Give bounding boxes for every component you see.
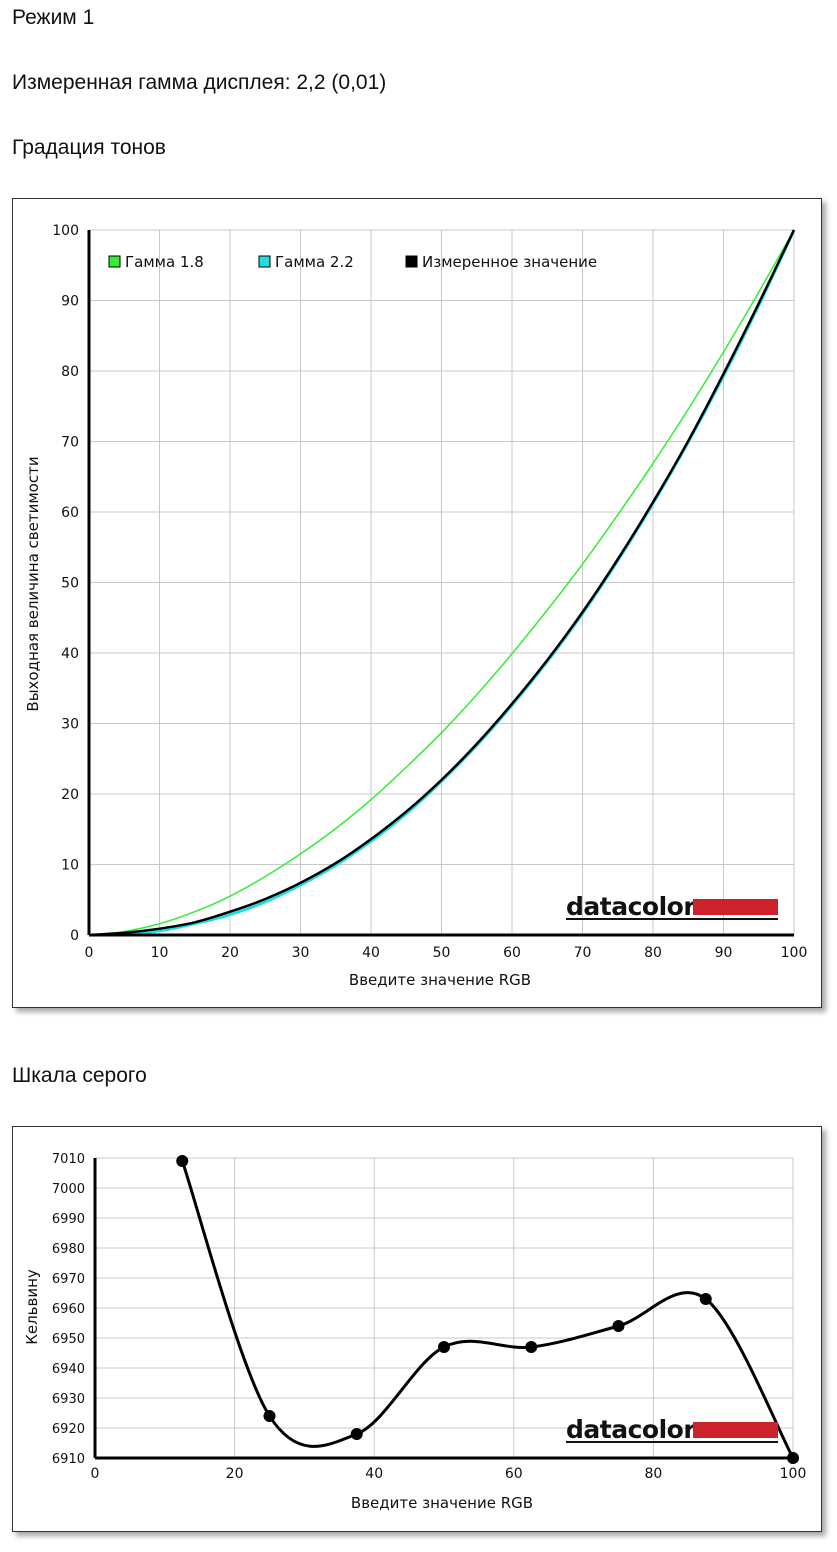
legend-label: Гамма 1.8 [125,253,204,271]
logo-red-bar [693,899,778,915]
y-tick-label: 6980 [52,1242,85,1257]
data-point [350,1428,363,1440]
y-tick-label: 6910 [52,1452,85,1467]
data-point [438,1341,450,1353]
x-tick-label: 80 [644,1466,662,1482]
y-tick-label: 20 [61,787,79,803]
y-tick-label: 6970 [52,1272,85,1287]
x-tick-label: 100 [780,1466,807,1482]
logo-text: datacolor [566,892,696,921]
legend-swatch [108,255,121,268]
x-axis-label: Введите значение RGB [351,1494,533,1512]
data-point [699,1293,712,1305]
x-tick-label: 40 [362,945,380,961]
series-measured [88,229,796,937]
tone-response-chart: 0 10 20 30 40 50 60 70 80 90 100 0 10 20 30 40 50 60 70 80 9… [24,223,807,989]
series-gamma-1-8 [88,229,795,936]
x-tick-label: 70 [574,945,592,961]
y-tick-label: 80 [61,364,79,380]
logo-text: datacolor [566,1415,696,1444]
x-tick-label: 0 [91,1466,100,1482]
grey-section-title: Шкала серого [12,1064,147,1087]
y-tick-label: 6920 [52,1422,85,1437]
y-tick-label: 6940 [52,1362,85,1377]
y-tick-label: 6990 [52,1212,85,1227]
x-tick-label: 10 [151,945,169,961]
y-tick-label: 50 [61,576,79,592]
axes [93,1158,793,1460]
data-points [176,1155,799,1464]
legend: Гамма 1.8 Гамма 2.2 Измеренное значение [108,253,597,271]
x-tick-label: 90 [715,945,733,961]
datacolor-logo: datacolor [566,1415,778,1444]
x-tick-label: 60 [503,945,521,961]
tone-chart-panel: 0 10 20 30 40 50 60 70 80 90 100 0 10 20 30 40 50 60 70 80 9… [12,198,822,1008]
x-tick-label: 20 [221,945,239,961]
y-axis-label: Кельвину [23,1269,41,1345]
data-point [176,1155,189,1167]
tick-labels: 0 10 20 30 40 50 60 70 80 90 100 0 10 20 30 40 50 60 70 80 9… [52,223,807,961]
x-tick-label: 40 [365,1466,383,1482]
datacolor-logo: datacolor [566,892,778,921]
x-tick-label: 50 [433,945,451,961]
y-axis-label: Выходная величина светимости [24,456,42,711]
y-tick-label: 7000 [52,1182,85,1197]
x-tick-label: 0 [85,945,94,961]
y-tick-label: 60 [61,505,79,521]
grey-scale-chart: 0 20 40 60 80 100 6910 6920 6930 6940 6950 6960 6970… [23,1152,806,1512]
grid [94,1157,794,1459]
tone-section-title: Градация тонов [12,136,166,159]
gamma-measurement: Измеренная гамма дисплея: 2,2 (0,01) [12,71,387,94]
logo-underline [566,1441,778,1443]
y-tick-label: 6960 [52,1302,85,1317]
y-tick-label: 6950 [52,1332,85,1347]
y-tick-label: 6930 [52,1392,85,1407]
legend-label: Измеренное значение [422,253,597,271]
y-tick-label: 90 [61,294,79,310]
y-tick-label: 0 [70,928,79,944]
x-tick-label: 30 [292,945,310,961]
data-point [263,1410,276,1422]
y-tick-label: 70 [61,435,79,451]
series-lines [88,229,796,937]
x-tick-label: 100 [781,945,808,961]
mode-title: Режим 1 [12,6,95,29]
legend-label: Гамма 2.2 [275,253,354,271]
axes [87,230,794,937]
x-tick-label: 80 [644,945,662,961]
grid [88,229,795,936]
tick-labels: 0 20 40 60 80 100 6910 6920 6930 6940 6950 6960 6970… [52,1152,806,1482]
legend-swatch [405,255,418,268]
legend-swatch [258,255,271,268]
y-tick-label: 10 [61,858,79,874]
x-tick-label: 20 [226,1466,244,1482]
logo-underline [566,918,778,920]
grey-chart-panel: 0 20 40 60 80 100 6910 6920 6930 6940 6950 6960 6970… [12,1126,822,1532]
data-point [787,1452,799,1464]
x-tick-label: 60 [505,1466,523,1482]
data-point [525,1341,538,1353]
x-axis-label: Введите значение RGB [349,971,531,989]
y-tick-label: 40 [61,646,79,662]
logo-red-bar [693,1422,778,1438]
y-tick-label: 100 [52,223,79,239]
y-tick-label: 7010 [52,1152,85,1167]
y-tick-label: 30 [61,717,79,733]
data-point [612,1320,625,1332]
